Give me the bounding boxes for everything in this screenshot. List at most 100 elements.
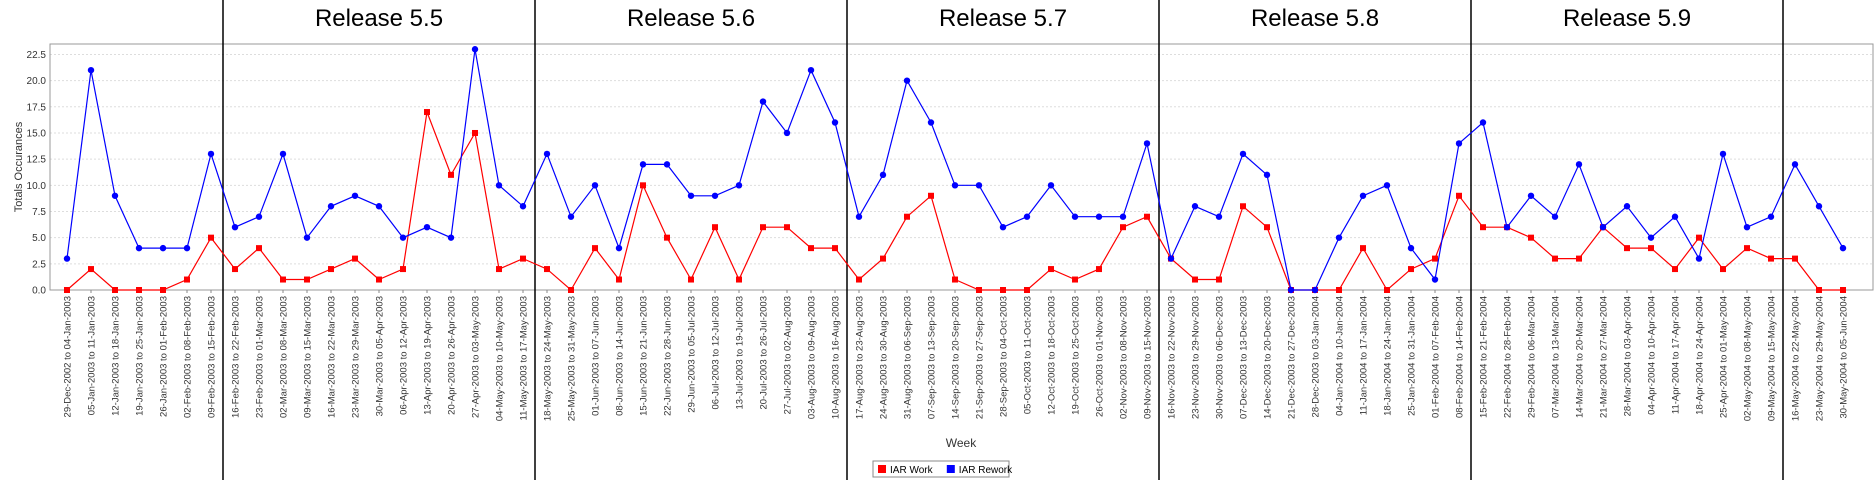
x-tick-label: 11-Apr-2004 to 17-Apr-2004: [1671, 296, 1682, 414]
data-point: [1023, 213, 1031, 220]
x-tick-label: 05-Oct-2003 to 11-Oct-2003: [1023, 296, 1034, 414]
x-tick-label: 07-Mar-2004 to 13-Mar-2004: [1551, 296, 1562, 418]
data-point: [376, 276, 382, 283]
data-point: [1672, 266, 1678, 273]
data-point: [160, 287, 166, 293]
release-title: Release 5.8: [1251, 5, 1379, 32]
x-axis-ticks: 29-Dec-2002 to 04-Jan-2003 05-Jan-2003 to…: [63, 290, 1850, 421]
x-tick-label: 04-May-2003 to 10-May-2003: [495, 296, 506, 421]
data-point: [663, 161, 671, 168]
x-tick-label: 01-Jun-2003 to 07-Jun-2003: [591, 296, 602, 416]
x-tick-label: 23-Feb-2003 to 01-Mar-2003: [255, 296, 266, 418]
x-tick-label: 23-May-2004 to 29-May-2004: [1815, 296, 1826, 421]
data-point: [1527, 192, 1535, 199]
release-title: Release 5.5: [315, 5, 443, 32]
data-point: [472, 129, 478, 136]
data-point: [112, 287, 118, 293]
data-point: [1479, 119, 1487, 126]
release-titles: Release 5.5 Release 5.6 Release 5.7 Release…: [315, 5, 1691, 32]
x-tick-label: 06-Jul-2003 to 12-Jul-2003: [711, 296, 722, 410]
data-point: [807, 66, 815, 74]
data-point: [1767, 213, 1775, 220]
legend-swatch: [878, 465, 886, 473]
data-point: [855, 213, 863, 220]
data-point: [783, 129, 791, 137]
data-point: [927, 119, 935, 126]
data-point: [520, 255, 526, 262]
data-point: [448, 171, 454, 178]
data-point: [976, 287, 982, 293]
data-point: [592, 245, 598, 252]
x-tick-label: 29-Jun-2003 to 05-Jul-2003: [687, 296, 698, 413]
data-point: [1791, 161, 1799, 168]
x-tick-label: 04-Jan-2004 to 10-Jan-2004: [1335, 296, 1346, 416]
data-point: [664, 234, 670, 241]
data-point: [1720, 266, 1726, 273]
data-point: [1839, 244, 1847, 252]
data-point: [1024, 287, 1030, 293]
data-point: [1528, 234, 1534, 241]
release-dividers: [222, 0, 1784, 480]
data-point: [711, 192, 719, 199]
data-point: [1120, 224, 1126, 231]
x-tick-label: 10-Aug-2003 to 16-Aug-2003: [831, 296, 842, 419]
x-tick-label: 21-Sep-2003 to 27-Sep-2003: [975, 296, 986, 419]
release-title: Release 5.6: [627, 5, 755, 32]
data-point: [1743, 223, 1751, 231]
x-tick-label: 27-Jul-2003 to 02-Aug-2003: [783, 296, 794, 414]
data-point: [1239, 150, 1247, 158]
data-point: [1407, 244, 1415, 252]
legend-label: IAR Rework: [959, 465, 1013, 476]
x-tick-label: 31-Aug-2003 to 06-Sep-2003: [903, 296, 914, 419]
x-tick-label: 11-May-2003 to 17-May-2003: [519, 296, 530, 420]
data-point: [1408, 266, 1414, 273]
x-tick-label: 22-Jun-2003 to 28-Jun-2003: [663, 296, 674, 416]
data-point: [256, 245, 262, 252]
x-tick-label: 30-Nov-2003 to 06-Dec-2003: [1215, 296, 1226, 419]
legend: IAR Work IAR Rework: [872, 460, 1013, 478]
data-point: [351, 192, 359, 199]
data-point: [208, 234, 214, 241]
x-tick-label: 12-Jan-2003 to 18-Jan-2003: [111, 296, 122, 416]
x-tick-label: 26-Jan-2003 to 01-Feb-2003: [159, 296, 170, 417]
y-tick-label: 0.0: [32, 286, 46, 297]
data-point: [1144, 213, 1150, 220]
x-tick-label: 14-Mar-2004 to 20-Mar-2004: [1575, 296, 1586, 418]
x-tick-label: 14-Dec-2003 to 20-Dec-2003: [1263, 296, 1274, 419]
data-point: [63, 255, 71, 262]
x-tick-label: 02-Nov-2003 to 08-Nov-2003: [1119, 296, 1130, 419]
x-tick-label: 07-Dec-2003 to 13-Dec-2003: [1239, 296, 1250, 419]
x-tick-label: 15-Jun-2003 to 21-Jun-2003: [639, 296, 650, 416]
x-tick-label: 03-Aug-2003 to 09-Aug-2003: [807, 296, 818, 419]
data-point: [1599, 223, 1607, 231]
y-tick-label: 2.5: [32, 259, 46, 270]
y-tick-label: 7.5: [32, 207, 46, 218]
data-point: [88, 266, 94, 273]
x-axis-label: Week: [946, 436, 977, 450]
data-point: [735, 182, 743, 189]
data-point: [736, 276, 742, 283]
data-point: [640, 182, 646, 189]
data-point: [856, 276, 862, 283]
data-point: [375, 203, 383, 210]
data-point: [904, 213, 910, 220]
x-tick-label: 28-Mar-2004 to 03-Apr-2004: [1623, 296, 1634, 416]
y-tick-label: 17.5: [27, 102, 47, 113]
legend-box: [872, 460, 1010, 478]
y-axis-label: Totals Occurances: [13, 121, 25, 212]
data-point: [1263, 171, 1271, 179]
data-point: [1119, 213, 1127, 220]
data-point: [400, 266, 406, 273]
data-point: [1311, 286, 1319, 294]
data-point: [423, 223, 431, 231]
data-point: [712, 224, 718, 231]
data-point: [808, 245, 814, 252]
data-point: [279, 150, 287, 158]
data-point: [1143, 140, 1151, 147]
data-point: [495, 182, 503, 189]
data-point: [1816, 287, 1822, 293]
data-point: [1503, 223, 1511, 231]
x-tick-label: 12-Oct-2003 to 18-Oct-2003: [1047, 296, 1058, 415]
